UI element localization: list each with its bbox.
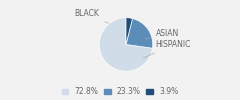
- Wedge shape: [99, 18, 153, 71]
- Wedge shape: [126, 18, 153, 48]
- Text: ASIAN: ASIAN: [145, 29, 179, 39]
- Wedge shape: [126, 18, 132, 44]
- Legend: 72.8%, 23.3%, 3.9%: 72.8%, 23.3%, 3.9%: [62, 87, 178, 96]
- Text: BLACK: BLACK: [75, 9, 109, 23]
- Text: HISPANIC: HISPANIC: [143, 40, 191, 58]
